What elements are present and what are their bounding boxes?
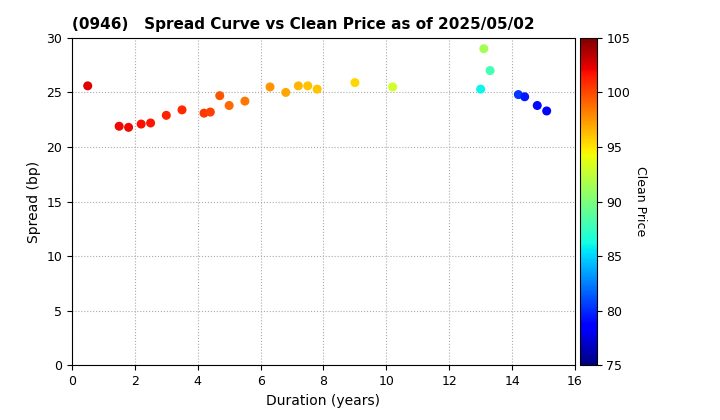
Point [292,82,304,89]
Point [135,121,147,127]
Point [475,86,487,92]
Point [82,82,94,89]
Point [145,120,156,126]
Point [519,93,531,100]
Y-axis label: Clean Price: Clean Price [634,166,647,237]
Text: (0946)   Spread Curve vs Clean Price as of 2025/05/02: (0946) Spread Curve vs Clean Price as of… [72,18,535,32]
X-axis label: Duration (years): Duration (years) [266,394,380,408]
Point [387,84,398,90]
Point [223,102,235,109]
Point [123,124,135,131]
Point [513,91,524,98]
Point [113,123,125,130]
Point [478,45,490,52]
Point [204,109,216,116]
Point [161,112,172,119]
Point [312,86,323,92]
Point [531,102,543,109]
Point [264,84,276,90]
Y-axis label: Spread (bp): Spread (bp) [27,160,41,243]
Point [198,110,210,116]
Point [214,92,225,99]
Point [239,98,251,105]
Point [541,108,552,114]
Point [280,89,292,96]
Point [485,67,496,74]
Point [176,107,188,113]
Point [302,82,313,89]
Point [349,79,361,86]
